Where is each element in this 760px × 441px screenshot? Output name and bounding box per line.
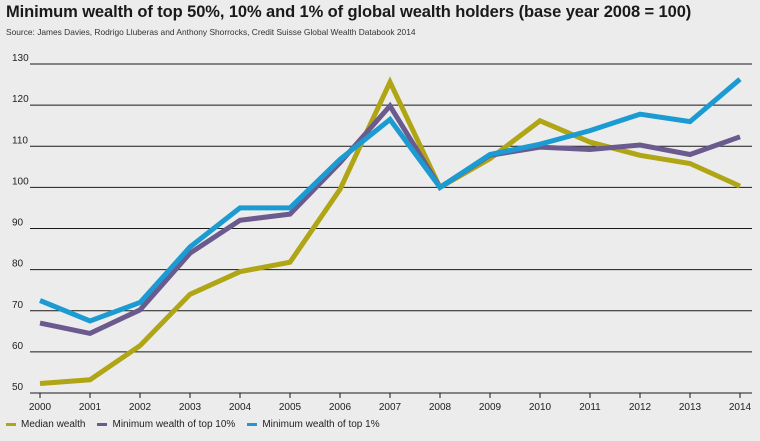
legend-label-median: Median wealth	[21, 419, 86, 430]
y-tick-label: 70	[12, 300, 24, 311]
series-line-1	[39, 101, 741, 337]
x-tick-label: 2006	[329, 402, 352, 413]
legend-label-top10: Minimum wealth of top 10%	[112, 419, 236, 430]
x-tick-label: 2014	[729, 402, 752, 413]
x-tick-label: 2004	[229, 402, 252, 413]
y-tick-label: 120	[12, 94, 29, 105]
legend: Median wealth Minimum wealth of top 10% …	[6, 419, 392, 430]
x-tick-label: 2008	[429, 402, 452, 413]
y-tick-label: 60	[12, 341, 24, 352]
grid-lines	[30, 63, 752, 394]
legend-swatch-top10	[97, 423, 108, 426]
legend-item-top10: Minimum wealth of top 10%	[97, 419, 235, 430]
legend-label-top1: Minimum wealth of top 1%	[262, 419, 380, 430]
chart-source: Source: James Davies, Rodrigo Lluberas a…	[6, 27, 416, 37]
series-line-0	[39, 76, 742, 386]
x-tick-label: 2012	[629, 402, 652, 413]
series-lines	[39, 76, 742, 386]
legend-swatch-median	[6, 423, 16, 426]
x-tick-label: 2005	[279, 402, 302, 413]
legend-item-median: Median wealth	[6, 419, 85, 430]
x-tick-label: 2009	[479, 402, 502, 413]
x-tick-label: 2013	[679, 402, 702, 413]
legend-item-top1: Minimum wealth of top 1%	[247, 419, 380, 430]
x-tick-label: 2010	[529, 402, 552, 413]
x-tick-label: 2002	[129, 402, 152, 413]
y-tick-label: 130	[12, 53, 29, 64]
x-tick-label: 2007	[379, 402, 402, 413]
y-tick-label: 50	[12, 382, 24, 393]
x-tick-label: 2000	[29, 402, 52, 413]
x-axis-ticks: 2000 2001 2002 2003 2004 2005 2006 2007 2008 2009…	[29, 393, 752, 413]
chart-title: Minimum wealth of top 50%, 10% and 1% of…	[6, 3, 692, 21]
legend-swatch-top1	[247, 423, 258, 426]
y-axis-ticks: 50 60 70 80 90 100 110 120 130	[12, 53, 29, 393]
y-tick-label: 100	[12, 176, 29, 187]
y-tick-label: 90	[12, 218, 24, 229]
x-tick-label: 2001	[79, 402, 102, 413]
x-tick-label: 2003	[179, 402, 202, 413]
x-tick-label: 2011	[579, 402, 601, 413]
y-tick-label: 80	[12, 259, 24, 270]
y-tick-label: 110	[12, 135, 28, 146]
series-line-2	[39, 77, 742, 324]
